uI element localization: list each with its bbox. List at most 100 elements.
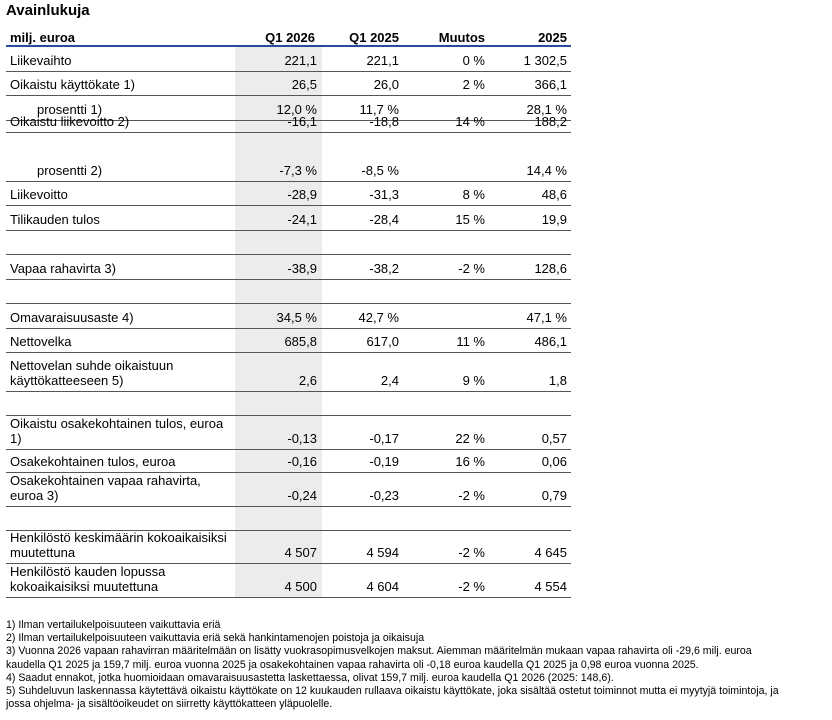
value-q1-2026: 4 500: [284, 579, 317, 594]
row-label: Osakekohtainen tulos, euroa: [10, 454, 176, 469]
row-label: Oikaistu liikevoitto 2): [10, 114, 130, 129]
table-row: Osakekohtainen vapaa rahavirta, euroa 3) -…: [6, 473, 571, 507]
row-label: Omavaraisuusaste 4): [10, 310, 134, 325]
table-row: [6, 231, 571, 255]
value-q1-2025: 4 604: [366, 579, 399, 594]
footnote: 3) Vuonna 2026 vapaan rahavirran määrite…: [6, 645, 752, 658]
value-q1-2025: 26,0: [373, 77, 399, 92]
value-q1-2026: -0,24: [287, 488, 317, 503]
row-label: Liikevoitto: [10, 187, 68, 202]
value-q1-2025: -31,3: [369, 187, 399, 202]
row-label-line: kokoaikaisiksi muutettuna: [10, 579, 159, 594]
row-label: Oikaistu käyttökate 1): [10, 77, 135, 92]
table-row: Nettovelka 685,8 617,0 11 % 486,1: [6, 329, 571, 353]
value-q1-2026: -24,1: [287, 212, 317, 227]
value-q1-2026: 685,8: [284, 334, 317, 349]
value-q1-2026: 12,0 %: [276, 102, 317, 117]
row-label-line: muutettuna: [10, 545, 76, 560]
value-q1-2025: 11,7 %: [359, 102, 399, 117]
table-row: [6, 280, 571, 304]
value-q1-2025: 42,7 %: [358, 310, 399, 325]
row-label-line: 1): [10, 431, 22, 446]
table-row: Nettovelan suhde oikaistuun käyttökattees…: [6, 353, 571, 392]
value-2025: 1,8: [548, 373, 567, 388]
value-q1-2026: -28,9: [287, 187, 317, 202]
value-q1-2025: -0,19: [369, 454, 399, 469]
row-label: Oikaistu osakekohtainen tulos, euroa 1): [10, 416, 223, 446]
footnote: 4) Saadut ennakot, jotka huomioidaan oma…: [6, 671, 614, 684]
table-row: Osakekohtainen tulos, euroa -0,16 -0,19 16 …: [6, 451, 571, 473]
row-label: Henkilöstö kauden lopussa kokoaikaisiksi …: [10, 564, 165, 594]
value-change: 9 %: [462, 373, 485, 388]
value-2025: 128,6: [534, 261, 567, 276]
footnote: 1) Ilman vertailukelpoisuuteen vaikuttav…: [6, 619, 221, 631]
row-label: Osakekohtainen vapaa rahavirta, euroa 3): [10, 473, 201, 503]
value-change: 15 %: [455, 212, 485, 227]
value-2025: 0,57: [541, 431, 567, 446]
footnote: 5) Suhdeluvun laskennassa käytettävä oik…: [6, 685, 779, 698]
value-q1-2026: 26,5: [291, 77, 317, 92]
value-2025: 47,1 %: [526, 310, 567, 325]
footnote: 2) Ilman vertailukelpoisuuteen vaikuttav…: [6, 632, 425, 645]
value-q1-2025: -8,5 %: [361, 163, 399, 178]
value-q1-2026: -0,13: [287, 431, 317, 446]
row-label: Vapaa rahavirta 3): [10, 261, 116, 276]
value-change: 0 %: [462, 53, 485, 68]
value-change: -2 %: [458, 261, 485, 276]
row-label: Tilikauden tulos: [10, 212, 100, 227]
unit-header: milj. euroa: [10, 30, 76, 45]
value-q1-2026: 4 507: [284, 545, 317, 560]
table-header: milj. euroa Q1 2026 Q1 2025 Muutos 2025: [6, 27, 571, 47]
value-2025: 486,1: [534, 334, 567, 349]
value-2025: 0,06: [541, 454, 567, 469]
value-2025: 28,1 %: [526, 102, 567, 117]
table-row: Henkilöstö kauden lopussa kokoaikaisiksi …: [6, 564, 571, 598]
value-2025: 14,4 %: [526, 163, 567, 178]
row-label: Nettovelka: [10, 334, 72, 349]
value-2025: 19,9: [541, 212, 567, 227]
row-label: prosentti 1): [37, 102, 103, 117]
row-label: Nettovelan suhde oikaistuun käyttökattees…: [10, 358, 173, 388]
value-q1-2026: 34,5 %: [276, 310, 317, 325]
footnotes: 1) Ilman vertailukelpoisuuteen vaikuttav…: [6, 619, 828, 711]
page-title: Avainlukuja: [6, 2, 90, 19]
row-label-line: euroa 3): [10, 488, 59, 503]
column-header-q1-2025: Q1 2025: [349, 30, 399, 45]
value-change: -2 %: [458, 579, 485, 594]
row-label-line: käyttökatteeseen 5): [10, 373, 124, 388]
row-label-line: Nettovelan suhde oikaistuun: [10, 358, 174, 373]
row-label: Henkilöstö keskimäärin kokoaikaisiksi muu…: [10, 530, 227, 560]
value-change: 16 %: [455, 454, 485, 469]
row-label-line: Henkilöstö kauden lopussa: [10, 564, 166, 579]
value-change: 14 %: [455, 114, 485, 129]
table-row: Liikevoitto -28,9 -31,3 8 % 48,6: [6, 182, 571, 206]
table-row: Omavaraisuusaste 4) 34,5 % 42,7 % 47,1 %: [6, 305, 571, 329]
value-q1-2025: -28,4: [369, 212, 399, 227]
column-header-change: Muutos: [438, 30, 485, 45]
footnote: kaudella Q1 2025 ja 159,7 milj. euroa vu…: [6, 658, 699, 671]
table-row: Oikaistu käyttökate 1) 26,5 26,0 2 % 366,1: [6, 72, 571, 96]
value-2025: 188,2: [534, 114, 567, 129]
row-label-line: Osakekohtainen vapaa rahavirta,: [10, 473, 201, 488]
value-q1-2025: 617,0: [366, 334, 399, 349]
value-change: 8 %: [462, 187, 485, 202]
table-row: prosentti 1) 12,0 % 11,7 % 28,1 %: [6, 96, 571, 121]
table-row: Vapaa rahavirta 3) -38,9 -38,2 -2 % 128,6: [6, 256, 571, 280]
value-q1-2025: 2,4: [380, 373, 399, 388]
value-q1-2025: -0,23: [369, 488, 399, 503]
value-change: 2 %: [462, 77, 485, 92]
value-2025: 366,1: [534, 77, 567, 92]
row-label: prosentti 2): [37, 163, 103, 178]
value-q1-2026: -0,16: [287, 454, 317, 469]
value-2025: 1 302,5: [523, 53, 567, 68]
row-label-line: Henkilöstö keskimäärin kokoaikaisiksi: [10, 530, 227, 545]
value-2025: 48,6: [541, 187, 567, 202]
table-row: Oikaistu liikevoitto 2) -16,1 -18,8 14 % 188…: [6, 114, 571, 133]
value-change: 22 %: [455, 431, 485, 446]
row-label-line: Oikaistu osakekohtainen tulos, euroa: [10, 416, 224, 431]
table-row: Oikaistu osakekohtainen tulos, euroa 1) -0…: [6, 416, 571, 450]
table-row: [6, 507, 571, 531]
row-label: Liikevaihto: [10, 53, 72, 68]
value-change: -2 %: [458, 545, 485, 560]
value-q1-2026: -7,3 %: [279, 163, 317, 178]
